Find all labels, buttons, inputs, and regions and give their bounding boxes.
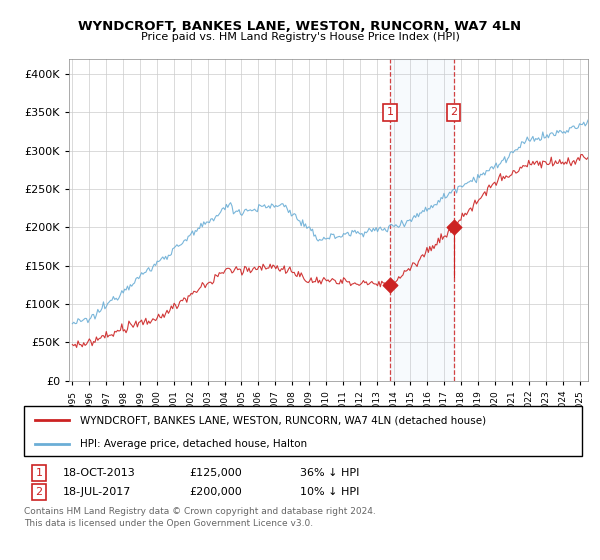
- Text: 36% ↓ HPI: 36% ↓ HPI: [300, 468, 359, 478]
- Text: 1: 1: [387, 108, 394, 118]
- Text: 1: 1: [35, 468, 43, 478]
- Text: 18-JUL-2017: 18-JUL-2017: [63, 487, 131, 497]
- Point: [449, 223, 458, 232]
- Text: This data is licensed under the Open Government Licence v3.0.: This data is licensed under the Open Gov…: [24, 520, 313, 529]
- Text: Contains HM Land Registry data © Crown copyright and database right 2024.: Contains HM Land Registry data © Crown c…: [24, 507, 376, 516]
- Text: £125,000: £125,000: [189, 468, 242, 478]
- Text: 10% ↓ HPI: 10% ↓ HPI: [300, 487, 359, 497]
- Text: 2: 2: [450, 108, 457, 118]
- Text: 18-OCT-2013: 18-OCT-2013: [63, 468, 136, 478]
- Text: Price paid vs. HM Land Registry's House Price Index (HPI): Price paid vs. HM Land Registry's House …: [140, 32, 460, 43]
- Text: HPI: Average price, detached house, Halton: HPI: Average price, detached house, Halt…: [80, 439, 307, 449]
- Text: 2: 2: [35, 487, 43, 497]
- Text: WYNDCROFT, BANKES LANE, WESTON, RUNCORN, WA7 4LN: WYNDCROFT, BANKES LANE, WESTON, RUNCORN,…: [79, 20, 521, 32]
- Text: £200,000: £200,000: [189, 487, 242, 497]
- Text: WYNDCROFT, BANKES LANE, WESTON, RUNCORN, WA7 4LN (detached house): WYNDCROFT, BANKES LANE, WESTON, RUNCORN,…: [80, 415, 486, 425]
- Bar: [390, 59, 454, 381]
- Point: [385, 281, 395, 290]
- FancyBboxPatch shape: [24, 406, 582, 456]
